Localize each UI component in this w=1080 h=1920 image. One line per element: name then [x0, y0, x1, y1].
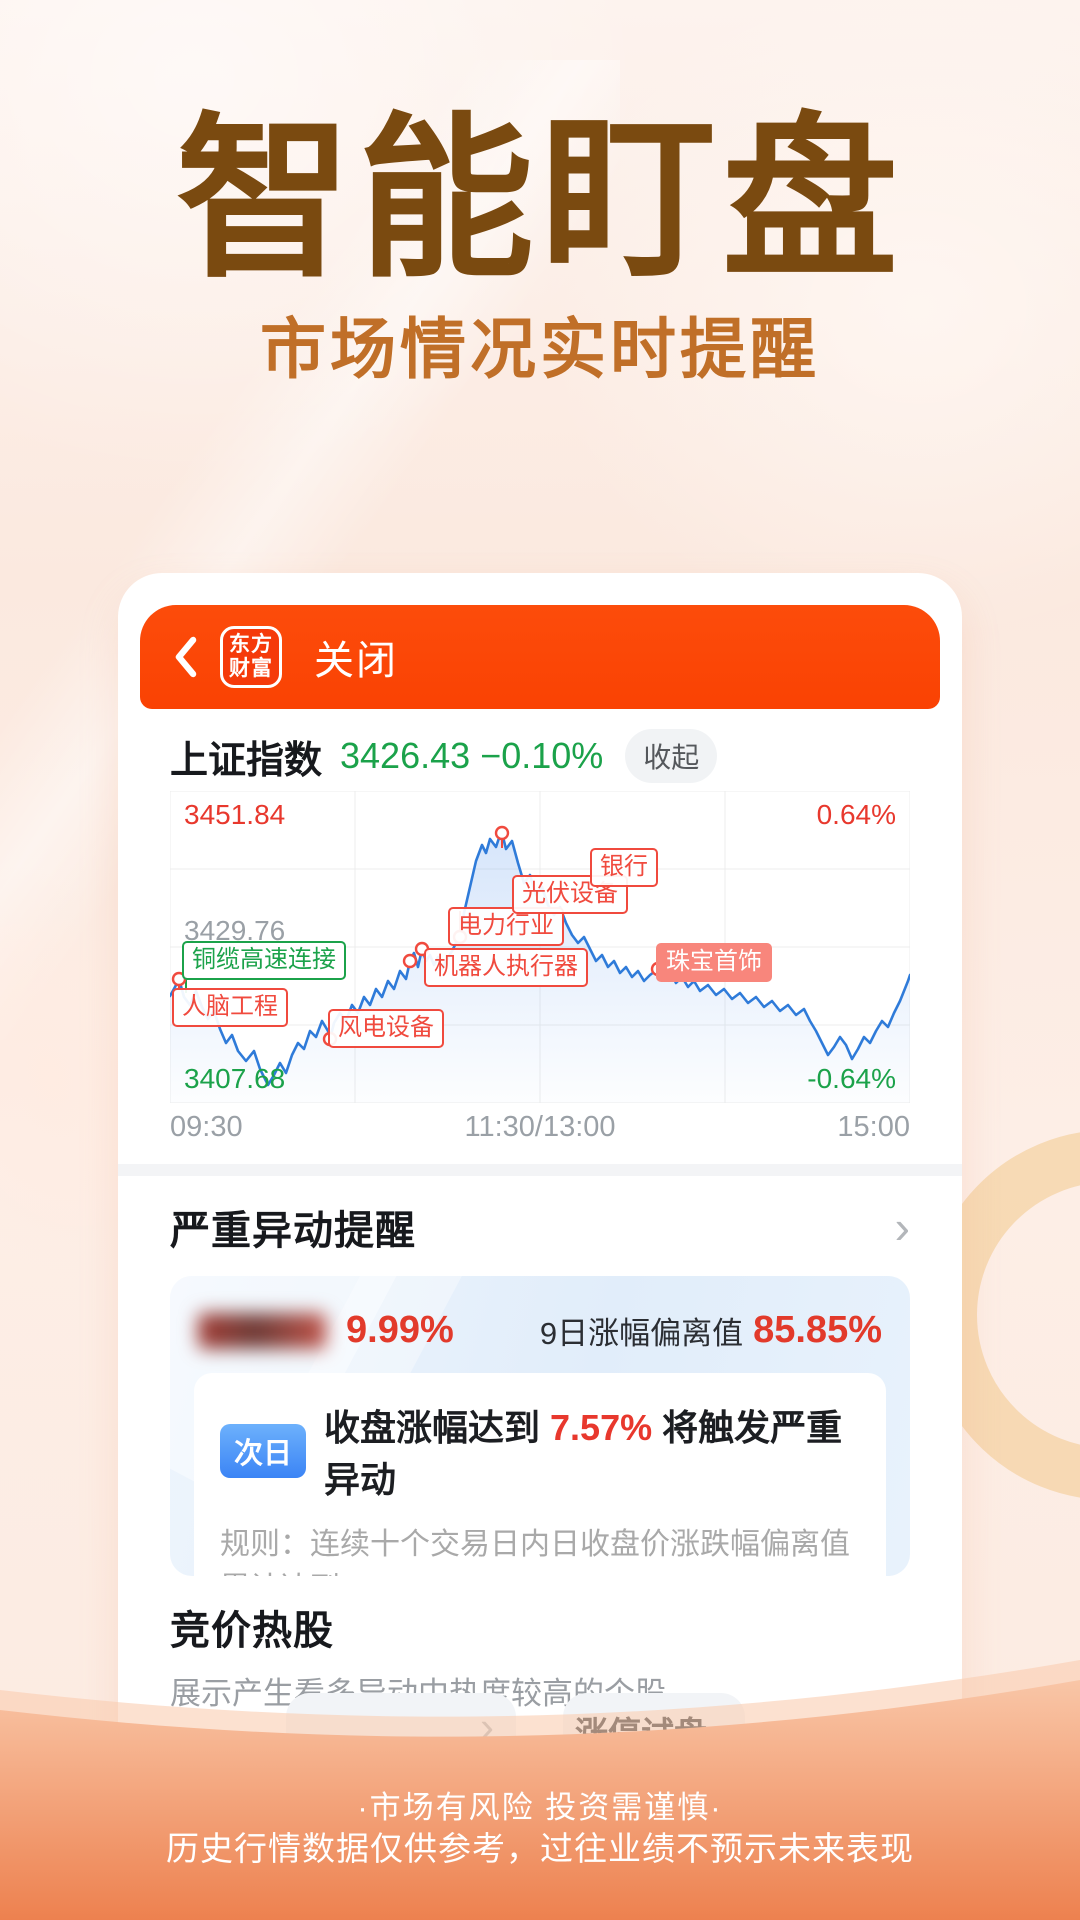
- index-bar: 上证指数 3426.43 −0.10% 收起: [170, 729, 910, 783]
- axis-low-value: 3407.68: [184, 1063, 286, 1094]
- alert-card: 9.99% 9日涨幅偏离值 85.85% 次日 收盘涨幅达到 7.57% 将触发…: [170, 1276, 910, 1576]
- sector-label: 风电设备: [328, 1009, 444, 1048]
- back-chevron-icon: [175, 636, 197, 678]
- trigger-prefix: 收盘涨幅达到: [324, 1407, 551, 1448]
- axis-low-pct: -0.64%: [807, 1063, 896, 1094]
- page-title: 智能盯盘: [175, 102, 904, 298]
- index-name: 上证指数: [170, 739, 323, 782]
- logo-line1: 东方: [229, 632, 273, 656]
- rule-line1: 规则：连续十个交易日内日收盘价涨跌幅偏离值累计达到: [220, 1528, 850, 1576]
- rule-text: 规则：连续十个交易日内日收盘价涨跌幅偏离值累计达到 +100%: [220, 1523, 860, 1576]
- sector-label: 光伏设备: [512, 875, 628, 914]
- auction-section-title: 竞价热股: [170, 1609, 334, 1653]
- time-open: 09:30: [170, 1111, 243, 1143]
- time-close: 15:00: [837, 1111, 910, 1143]
- index-price: 3426.43: [340, 735, 471, 776]
- logo-line2: 财富: [229, 657, 273, 680]
- deviation-value: 85.85%: [753, 1309, 882, 1351]
- trigger-card: 次日 收盘涨幅达到 7.57% 将触发严重异动 规则：连续十个交易日内日收盘价涨…: [194, 1373, 886, 1576]
- page-subtitle: 市场情况实时提醒: [260, 312, 820, 386]
- alert-section-header[interactable]: 严重异动提醒 ›: [170, 1198, 910, 1256]
- axis-high-pct: 0.64%: [816, 799, 896, 830]
- eastmoney-logo: 东方 财富: [220, 626, 282, 688]
- sector-label: 人脑工程: [172, 988, 288, 1027]
- chevron-right-icon[interactable]: ›: [894, 1200, 910, 1253]
- sector-label: 珠宝首饰: [656, 943, 772, 982]
- trigger-value: 7.57%: [550, 1407, 653, 1448]
- index-price-change: 3426.43 −0.10%: [340, 735, 603, 777]
- stock-change-pct: 9.99%: [346, 1309, 454, 1351]
- trigger-suffix: 将触发严重异动: [324, 1407, 843, 1500]
- deviation-group: 9日涨幅偏离值 85.85%: [540, 1308, 882, 1353]
- risk-disclaimer-line1: ·市场有风险 投资需谨慎·: [357, 1790, 723, 1825]
- back-button[interactable]: [166, 633, 206, 681]
- index-change: −0.10%: [480, 735, 604, 776]
- app-header: 东方 财富 关闭: [140, 605, 940, 709]
- deviation-label: 9日涨幅偏离值: [539, 1316, 744, 1351]
- trigger-text: 收盘涨幅达到 7.57% 将触发严重异动: [324, 1399, 860, 1503]
- axis-high-value: 3451.84: [184, 799, 286, 830]
- collapse-button[interactable]: 收起: [625, 729, 718, 783]
- auction-section-header: 竞价热股: [170, 1598, 910, 1656]
- section-divider: [118, 1164, 962, 1176]
- sector-label: 铜缆高速连接: [182, 941, 346, 980]
- alert-stock-row: 9.99% 9日涨幅偏离值 85.85%: [170, 1276, 910, 1353]
- footer-wave: [0, 1660, 1080, 1920]
- alert-section-title: 严重异动提醒: [170, 1209, 416, 1253]
- app-preview-card: 东方 财富 关闭 上证指数 3426.43 −0.10% 收起 3451.84 …: [118, 573, 962, 1780]
- next-day-badge: 次日: [220, 1424, 307, 1478]
- trigger-row: 次日 收盘涨幅达到 7.57% 将触发严重异动: [220, 1399, 860, 1503]
- axis-mid-value: 3429.76: [184, 915, 286, 946]
- blurred-stock-name: [198, 1312, 326, 1349]
- close-button[interactable]: 关闭: [314, 639, 398, 683]
- time-axis: 09:30 11:30/13:00 15:00: [170, 1111, 910, 1144]
- sector-label: 银行: [590, 848, 658, 887]
- risk-disclaimer-line2: 历史行情数据仅供参考，过往业绩不预示未来表现: [166, 1830, 914, 1867]
- time-midday: 11:30/13:00: [464, 1111, 616, 1143]
- index-chart[interactable]: 3451.84 0.64% 3429.76 3407.68 -0.64% 铜缆高…: [170, 791, 910, 1103]
- sector-label: 机器人执行器: [424, 948, 588, 987]
